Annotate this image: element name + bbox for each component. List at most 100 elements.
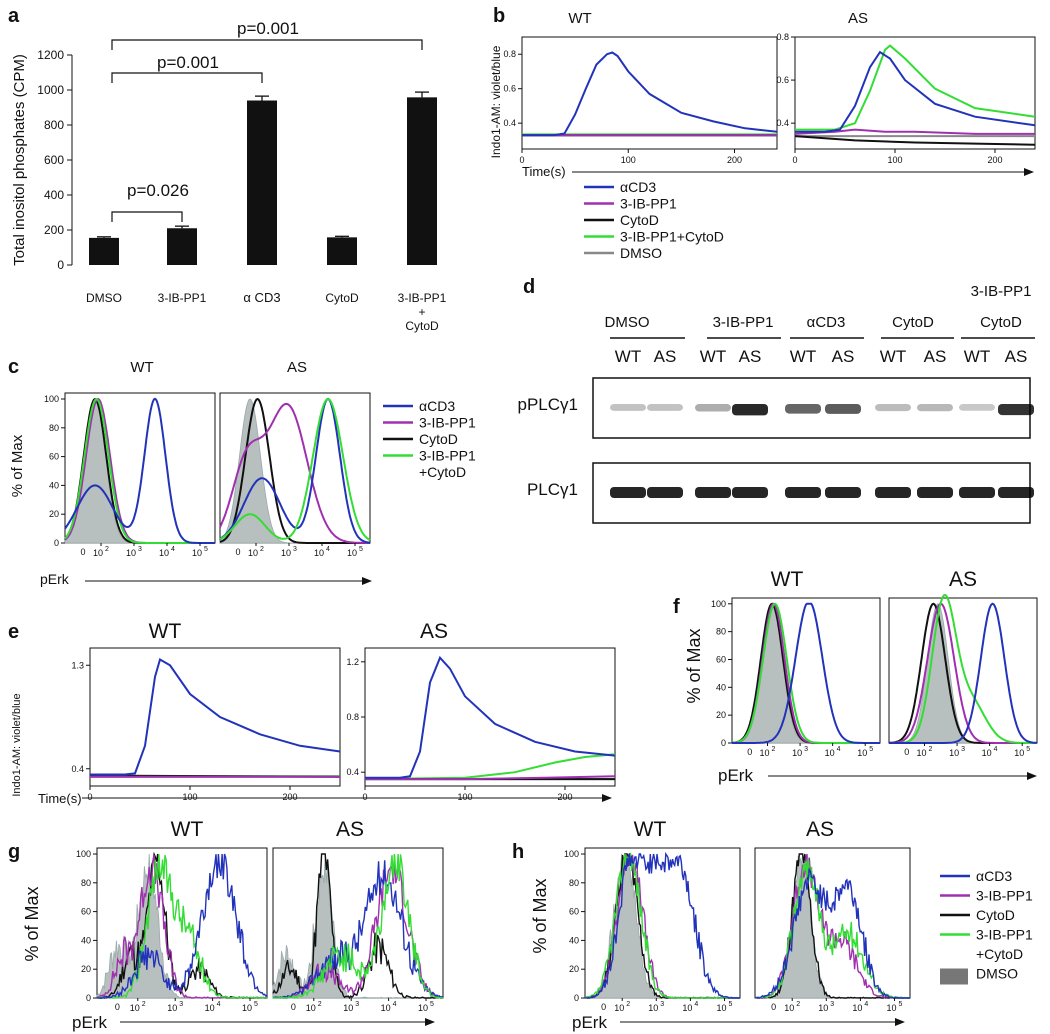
panel-h-wt-xtick-base-5: 10: [716, 1003, 726, 1013]
panel-f-as-xtick-exp-5: 5: [1026, 746, 1030, 753]
panel-g-wt-curve-aCD3: [96, 853, 268, 999]
panel-a-label: a: [8, 5, 20, 27]
panel-e-wt-xtick-label-1: 100: [182, 792, 197, 802]
panel-e-title-as: AS: [420, 620, 448, 643]
panel-b-as-series-3-IB-PP1: [794, 128, 1035, 135]
panel-h-title-as: AS: [806, 818, 834, 841]
panel-a-category-combo-1: 3-IB-PP1: [398, 291, 447, 305]
panel-b-as-xtick-label-1: 100: [887, 155, 902, 165]
pplcg1-band-6: [875, 404, 911, 412]
panel-g-title-wt: WT: [171, 818, 204, 841]
panel-g-wt-ytick-label-0: 0: [86, 993, 91, 1003]
panel-h-as-xtick-exp-2: 2: [796, 1001, 800, 1008]
blot-lane-8: WT: [964, 347, 990, 366]
panel-c-as-xtick-exp-2: 2: [260, 546, 264, 553]
legendH-label-0: αCD3: [976, 868, 1012, 884]
panel-g-label: g: [8, 841, 20, 863]
panel-c-wt-xtick-exp-3: 3: [138, 546, 142, 553]
panel-g-wt-xtick-base-3: 10: [167, 1003, 177, 1013]
panel-b-wt-xtick-label-2: 200: [727, 155, 742, 165]
panel-g-wt-xtick-exp-5: 5: [254, 1001, 258, 1008]
blot-lane-3: AS: [739, 347, 762, 366]
panel-e-ylabel: Indo1-AM: violet/blue: [11, 693, 23, 796]
panel-a-bar-chart: Total inositol phosphates (CPM) 0 200 400 6…: [11, 19, 447, 333]
blot-lane-5: AS: [832, 347, 855, 366]
panel-f-wt-curve-aCD3: [732, 602, 880, 744]
pplcg1-band-2: [695, 404, 731, 412]
panel-e-wt-frame: [89, 647, 341, 787]
plcg1-band-4: [785, 487, 821, 498]
blot-lane-2: WT: [700, 347, 726, 366]
panel-a-category-combo-3: CytoD: [405, 319, 439, 333]
panel-h-wt-xtick-base-4: 10: [682, 1003, 692, 1013]
panel-h-wt-ytick-label-80: 80: [569, 878, 579, 888]
panel-c-wt-ytick-label-100: 100: [44, 394, 59, 404]
panel-c-xlabel: pErk: [40, 571, 70, 587]
legendTop-label-4: DMSO: [620, 245, 662, 261]
panel-c-wt-ytick-label-80: 80: [49, 423, 59, 433]
panel-c-wt-xtick-base-5: 10: [192, 548, 202, 558]
plcg1-band-9: [998, 487, 1034, 498]
panel-f-wt-xtick-zero: 0: [747, 747, 752, 757]
panel-c-wt-xtick-zero: 0: [80, 547, 85, 557]
panel-f-as-xtick-base-2: 10: [917, 748, 927, 758]
panel-g-histograms: WT AS % of Max pErk: [22, 818, 435, 1032]
panel-h-label: h: [512, 841, 524, 863]
legendTop-label-3: 3-IB-PP1+CytoD: [620, 229, 724, 245]
panel-g-as-xtick-zero: 0: [291, 1002, 296, 1012]
panel-h-ylabel: % of Max: [530, 878, 550, 953]
panel-c-wt-ytick-label-60: 60: [49, 452, 59, 462]
panel-g-xlabel: pErk: [72, 1013, 107, 1032]
blot-group-combo-2: CytoD: [980, 314, 1022, 331]
panel-h-wt-curve-aCD3: [584, 851, 741, 999]
panel-c-wt-ytick-label-0: 0: [54, 538, 59, 548]
panel-h-xlabel: pErk: [572, 1013, 607, 1032]
panel-g-as-curve-combo: [273, 853, 444, 1000]
blot-lane-0: WT: [615, 347, 641, 366]
panel-c-wt-xtick-exp-2: 2: [105, 546, 109, 553]
panel-c-wt-xtick-base-3: 10: [126, 548, 136, 558]
panel-c-wt-xtick-base-4: 10: [159, 548, 169, 558]
panel-c-as-curve-3-IB-PP1: [219, 402, 370, 544]
legendH-label-5: DMSO: [976, 966, 1018, 982]
panel-h-wt-xtick-exp-5: 5: [729, 1001, 733, 1008]
panel-h-histograms: WT AS % of Max pErk: [530, 818, 905, 1032]
panel-f-as-xtick-exp-2: 2: [929, 746, 933, 753]
panel-h-wt-ytick-label-20: 20: [569, 964, 579, 974]
panel-g-wt-xtick-zero: 0: [115, 1002, 120, 1012]
panel-f-title-wt: WT: [771, 568, 804, 591]
panel-e-label: e: [8, 621, 19, 643]
blot-group-acd3: αCD3: [807, 314, 846, 331]
panel-b-as-xtick-label-0: 0: [792, 155, 797, 165]
panel-g-as-xtick-base-5: 10: [418, 1003, 428, 1013]
panel-g-as-xtick-base-3: 10: [343, 1003, 353, 1013]
panel-a-category-3ibpp1: 3-IB-PP1: [158, 291, 207, 305]
panel-h-x-arrowhead: [895, 1018, 905, 1026]
blot-row-pplcg1: pPLCγ1: [518, 395, 578, 414]
panel-h-as-xtick-base-2: 10: [784, 1003, 794, 1013]
panel-h-wt-xtick-exp-4: 4: [694, 1001, 698, 1008]
panel-b-as-series-CytoD: [794, 135, 1036, 146]
plcg1-band-5: [825, 487, 861, 498]
panel-c-wt-xtick-exp-5: 5: [204, 546, 208, 553]
panel-c-histograms: WT AS % of Max pErk: [9, 359, 372, 587]
panel-g-as-curve-aCD3: [273, 860, 444, 999]
panel-e-as-series-αCD3: [365, 655, 616, 779]
panel-g-as-frame: [272, 847, 444, 999]
panel-h-wt-ytick-label-40: 40: [569, 935, 579, 945]
pvalue-1: p=0.026: [127, 181, 189, 200]
panel-e-x-arrowhead: [602, 794, 612, 802]
panel-b-as-ytick-label-0: 0.4: [776, 118, 789, 128]
panel-g-as-xtick-exp-5: 5: [430, 1001, 434, 1008]
panel-b-label: b: [493, 5, 505, 27]
panel-f-wt-xtick-exp-5: 5: [869, 746, 873, 753]
panel-g-wt-curve-combo: [96, 853, 268, 999]
panel-h-as-xtick-base-3: 10: [818, 1003, 828, 1013]
panel-f-label: f: [673, 596, 680, 618]
legend-h: αCD3 3-IB-PP1 CytoD 3-IB-PP1 +CytoD DMSO: [940, 868, 1033, 985]
panel-h-as-frame: [754, 847, 911, 999]
panel-e-as-xtick-label-1: 100: [457, 792, 472, 802]
panel-a-ytick-label-0: 0: [57, 258, 64, 272]
panel-c-wt-ytick-label-20: 20: [49, 509, 59, 519]
pplcg1-band-7: [917, 404, 953, 412]
